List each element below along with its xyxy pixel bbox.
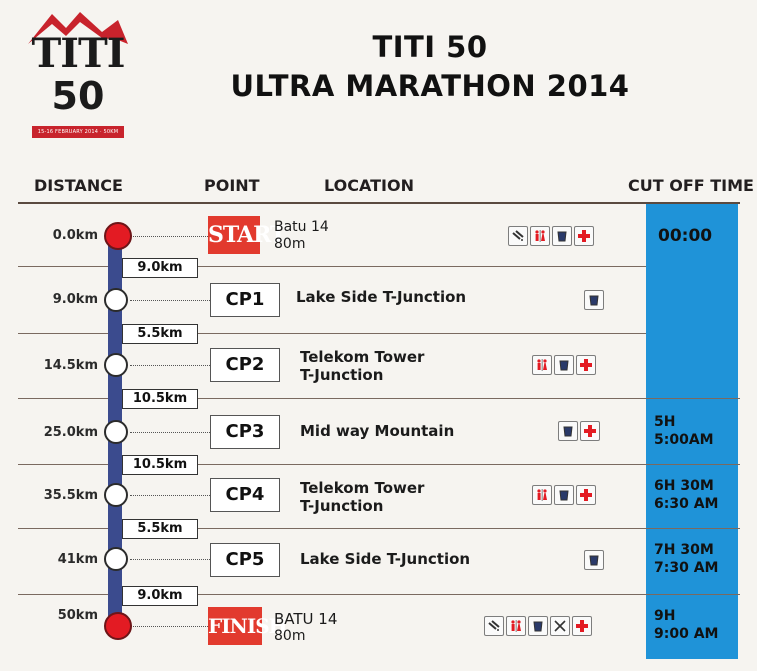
segment-distance: 5.5km	[122, 324, 198, 344]
finish-node	[104, 612, 132, 640]
water-icon	[554, 485, 574, 505]
segment-distance: 10.5km	[122, 455, 198, 475]
header-location: LOCATION	[324, 176, 414, 195]
cutoff-time: 9:00 AM	[654, 626, 719, 642]
logo-title: TITI	[31, 30, 126, 77]
first-aid-icon	[572, 616, 592, 636]
toilet-icon	[530, 226, 550, 246]
water-icon	[558, 421, 578, 441]
row-divider	[18, 398, 740, 399]
food-icon	[550, 616, 570, 636]
leader-line	[130, 495, 210, 496]
shower-icon	[484, 616, 504, 636]
amenity-icons	[484, 616, 592, 636]
segment-distance: 10.5km	[122, 389, 198, 409]
water-icon	[554, 355, 574, 375]
shower-icon	[508, 226, 528, 246]
location-name: Telekom Tower	[300, 479, 425, 497]
header-cutoff: CUT OFF TIME	[628, 176, 754, 195]
leader-line	[130, 559, 210, 560]
water-icon	[584, 290, 604, 310]
page-title: TITI 50	[372, 30, 488, 64]
location-name-line2: T-Junction	[300, 366, 384, 384]
event-logo: TITI 50 15-16 FEBRUARY 2014 · 50KM	[22, 10, 134, 140]
checkpoint-label: CP3	[210, 415, 280, 449]
distance-label: 25.0km	[43, 425, 98, 440]
segment-distance: 5.5km	[122, 519, 198, 539]
water-icon	[584, 550, 604, 570]
leader-line	[130, 236, 208, 237]
cutoff-time: 6:30 AM	[654, 496, 719, 512]
mountain-icon	[28, 12, 128, 44]
first-aid-icon	[576, 355, 596, 375]
logo-date-banner: 15-16 FEBRUARY 2014 · 50KM	[32, 126, 124, 138]
cutoff-time: 00:00	[658, 226, 713, 246]
checkpoint-node	[104, 483, 128, 507]
segment-distance: 9.0km	[122, 258, 198, 278]
checkpoint-node	[104, 547, 128, 571]
location-altitude: 80m	[274, 236, 306, 252]
checkpoint-label: CP1	[210, 283, 280, 317]
page-subtitle: ULTRA MARATHON 2014	[230, 69, 630, 103]
cutoff-duration: 6H 30M	[654, 478, 714, 494]
row-divider	[18, 528, 740, 529]
first-aid-icon	[576, 485, 596, 505]
distance-label: 9.0km	[52, 292, 98, 307]
amenity-icons	[558, 421, 600, 441]
location-name: Lake Side T-Junction	[300, 550, 471, 568]
leader-line	[130, 300, 210, 301]
start-node	[104, 222, 132, 250]
toilet-icon	[506, 616, 526, 636]
header-point: POINT	[204, 176, 260, 195]
header-divider	[18, 202, 740, 204]
location-name: Batu 14	[274, 219, 329, 235]
first-aid-icon	[580, 421, 600, 441]
header-distance: DISTANCE	[34, 176, 123, 195]
distance-label: 35.5km	[43, 488, 98, 503]
amenity-icons	[584, 290, 604, 310]
location-name: Telekom Tower	[300, 348, 425, 366]
amenity-icons	[532, 355, 596, 375]
toilet-icon	[532, 355, 552, 375]
leader-line	[130, 365, 210, 366]
checkpoint-label: CP5	[210, 543, 280, 577]
checkpoint-node	[104, 288, 128, 312]
first-aid-icon	[574, 226, 594, 246]
checkpoint-node	[104, 420, 128, 444]
finish-badge: FINISH	[208, 607, 288, 645]
cutoff-time: 7:30 AM	[654, 560, 719, 576]
checkpoint-label: CP2	[210, 348, 280, 382]
logo-number: 50	[51, 74, 105, 118]
water-icon	[552, 226, 572, 246]
row-divider	[18, 594, 740, 595]
location-name: Lake Side T-Junction	[296, 288, 467, 306]
cutoff-time: 5:00AM	[654, 432, 714, 448]
segment-distance: 9.0km	[122, 586, 198, 606]
distance-label: 41km	[57, 552, 98, 567]
location-name: Mid way Mountain	[300, 422, 455, 440]
checkpoint-node	[104, 353, 128, 377]
cutoff-duration: 5H	[654, 414, 676, 430]
cutoff-time-band	[646, 203, 738, 659]
cutoff-duration: 7H 30M	[654, 542, 714, 558]
water-icon	[528, 616, 548, 636]
amenity-icons	[584, 550, 604, 570]
distance-label: 14.5km	[43, 358, 98, 373]
leader-line	[130, 432, 210, 433]
checkpoint-label: CP4	[210, 478, 280, 512]
start-badge: START	[208, 216, 286, 254]
location-name-line2: T-Junction	[300, 497, 384, 515]
distance-label: 50km	[57, 608, 98, 623]
distance-label: 0.0km	[52, 228, 98, 243]
location-altitude: 80m	[274, 628, 306, 644]
location-name: BATU 14	[274, 610, 338, 628]
toilet-icon	[532, 485, 552, 505]
amenity-icons	[508, 226, 594, 246]
cutoff-duration: 9H	[654, 608, 676, 624]
amenity-icons	[532, 485, 596, 505]
leader-line	[130, 626, 208, 627]
row-divider	[18, 333, 646, 334]
row-divider	[18, 464, 740, 465]
row-divider	[18, 266, 646, 267]
